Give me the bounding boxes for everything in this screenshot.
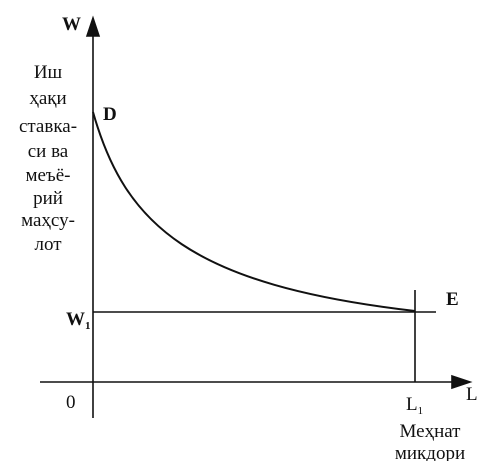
point-e: E	[446, 289, 459, 310]
y-description-line: маҳсу-	[21, 210, 75, 231]
x-description-line: Меҳнат	[400, 421, 462, 442]
y-description-line: рий	[33, 188, 63, 209]
x-label: L	[466, 384, 478, 405]
l1-label: L1	[406, 394, 423, 417]
w1-label: W1	[66, 309, 91, 332]
curve	[92, 111, 416, 312]
y-arrow	[85, 15, 101, 37]
y-description-line: Иш	[34, 62, 63, 83]
origin: 0	[66, 392, 76, 413]
x-arrow	[451, 374, 473, 390]
y-description-line: си ва	[28, 141, 69, 162]
x-description-line: микдори	[395, 443, 465, 461]
y-label: W	[62, 14, 81, 35]
y-description-line: ставка-	[19, 116, 77, 137]
y-description-line: ҳақи	[29, 88, 66, 109]
y-description-line: лот	[34, 234, 62, 255]
point-d: D	[103, 104, 117, 125]
y-description-line: меъё-	[25, 165, 70, 186]
